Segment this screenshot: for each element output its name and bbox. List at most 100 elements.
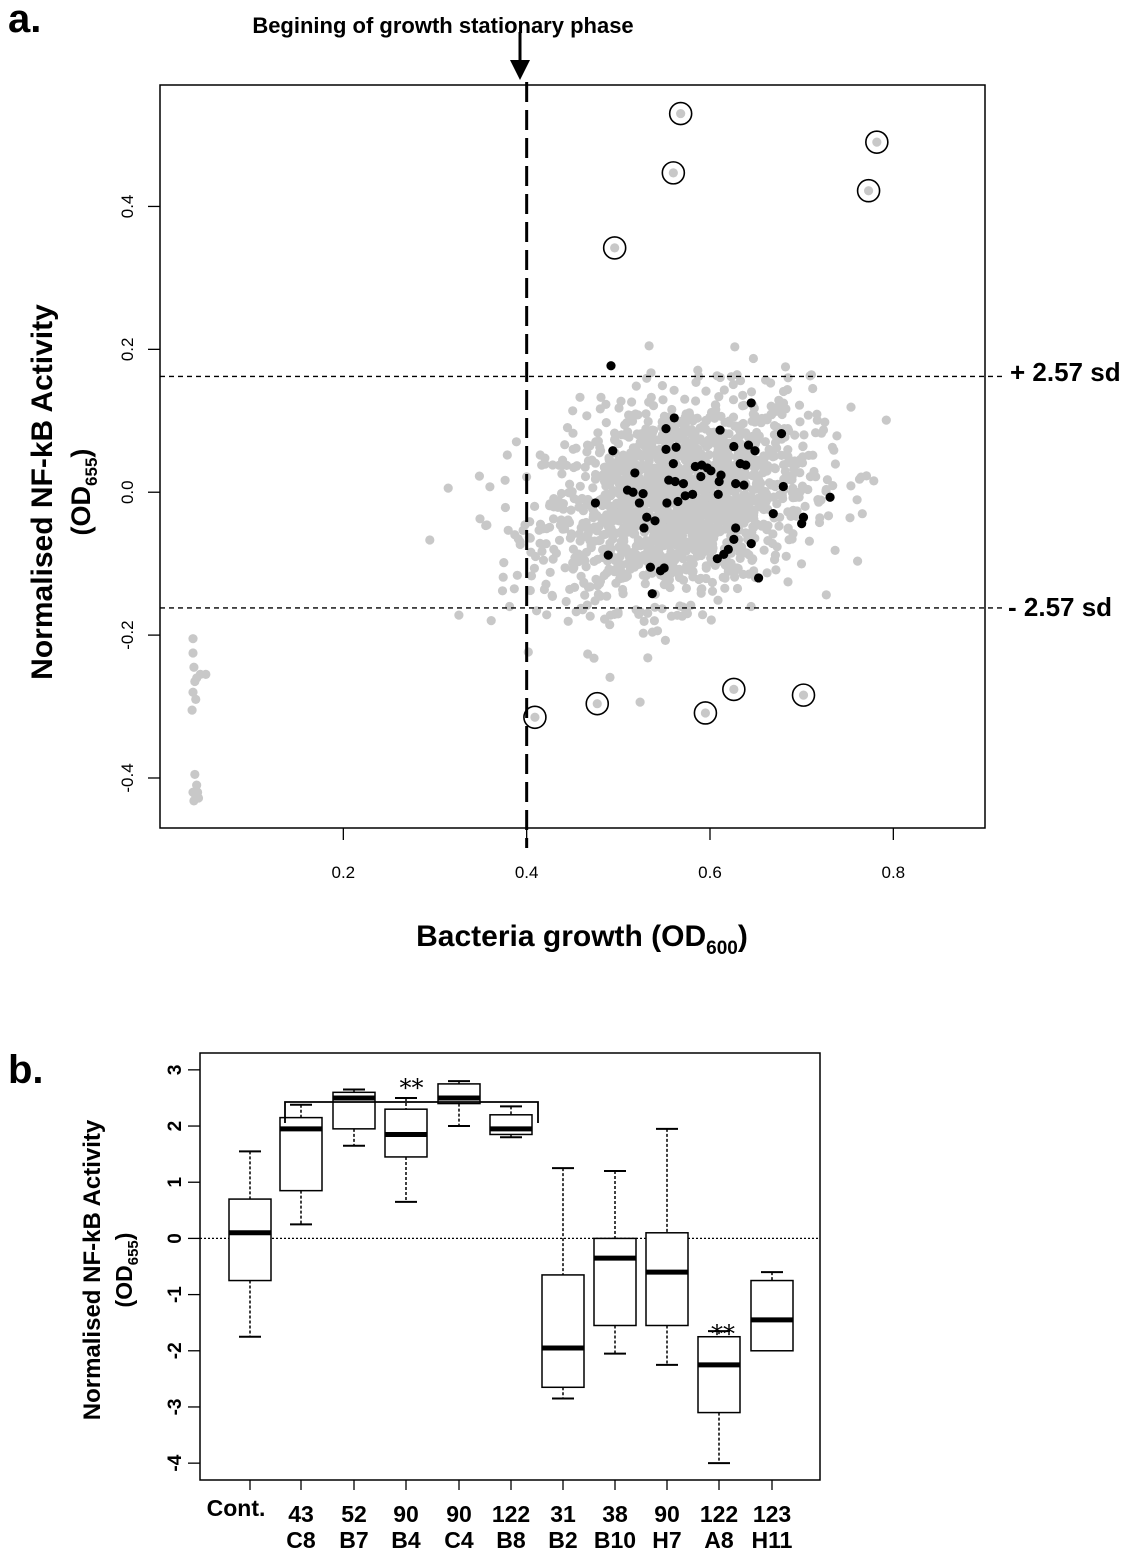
cluster-point (188, 648, 198, 658)
gray-point (535, 519, 546, 529)
gray-point (580, 590, 590, 600)
y-axis-b: -4 -3 -2 -1 0 1 2 3 (165, 1065, 200, 1472)
circled-point-ring (668, 101, 693, 126)
gray-point (601, 418, 611, 428)
gray-point (845, 513, 855, 523)
gray-point (618, 450, 628, 460)
gray-point (600, 614, 610, 624)
category-label-line1: 43 (288, 1501, 314, 1527)
gray-point (762, 568, 772, 578)
gray-point (688, 414, 699, 424)
gray-point (735, 376, 746, 386)
gray-point (622, 463, 632, 473)
gray-point (590, 596, 600, 606)
gray-point (744, 569, 754, 579)
cluster-point (192, 780, 202, 790)
gray-point (601, 510, 612, 520)
black-point (778, 481, 788, 492)
cluster-point (188, 634, 198, 644)
gray-point (567, 530, 577, 541)
gray-point (638, 628, 648, 638)
gray-point (738, 390, 748, 400)
x-axis-a: 0.2 0.4 0.6 0.8 (332, 828, 905, 882)
gray-point (509, 584, 519, 594)
gray-point (733, 435, 743, 445)
gray-point (675, 566, 685, 576)
boxplots-layer (228, 1080, 794, 1465)
gray-point (728, 379, 738, 390)
gray-point (614, 403, 624, 413)
gray-point (594, 521, 604, 531)
gray-point (548, 514, 559, 524)
gray-point (574, 549, 584, 559)
black-point (650, 516, 660, 526)
category-label-line2: B8 (496, 1527, 526, 1552)
gray-point (568, 564, 578, 574)
gray-point (658, 395, 668, 405)
y-tick-label-b: -3 (165, 1399, 186, 1416)
gray-point (701, 386, 711, 396)
category-label-line2: A8 (704, 1527, 734, 1552)
cluster-point (192, 787, 203, 797)
gray-point (707, 586, 718, 596)
gray-point (568, 406, 578, 416)
category-label-line1: 123 (753, 1501, 791, 1527)
boxplot (593, 1169, 637, 1355)
gray-point (774, 521, 784, 531)
gray-point (776, 399, 786, 409)
gray-point (497, 586, 508, 596)
black-point (797, 519, 807, 529)
gray-point (746, 387, 757, 397)
gray-point (594, 448, 605, 458)
category-label-line2: B10 (594, 1527, 636, 1552)
gray-point (556, 488, 567, 499)
gray-point (704, 450, 714, 460)
boxplot (332, 1088, 376, 1147)
gray-point (547, 590, 557, 601)
gray-point (582, 447, 592, 457)
black-point (638, 489, 648, 499)
gray-point (741, 498, 751, 508)
gray-point (820, 417, 830, 427)
gray-point (678, 543, 689, 554)
gray-point (575, 392, 585, 402)
gray-point (681, 583, 692, 594)
y-tick-label-a: -0.2 (118, 620, 137, 649)
black-point (669, 413, 679, 423)
gray-point (672, 429, 683, 439)
gray-point (579, 578, 589, 588)
category-label-line2: B4 (391, 1527, 421, 1552)
circled-point (863, 186, 874, 196)
gray-point (704, 516, 714, 527)
gray-point (526, 571, 537, 581)
y-axis-title-b-close: ) (111, 1233, 137, 1241)
gray-point (589, 653, 599, 663)
gray-point (748, 409, 758, 419)
gray-point (560, 440, 570, 450)
gray-point (475, 514, 485, 524)
gray-point (852, 495, 862, 505)
gray-point (713, 514, 723, 525)
black-point (670, 476, 680, 487)
gray-point (846, 402, 856, 412)
gray-point (443, 483, 453, 493)
y-axis-title-a-sub: 655 (82, 458, 101, 486)
gray-point (643, 608, 653, 618)
gray-point (499, 558, 509, 568)
gray-point (730, 487, 740, 497)
gray-point (832, 431, 842, 441)
gray-point (794, 400, 805, 410)
circled-point (530, 712, 540, 722)
category-label-line1: 122 (700, 1501, 738, 1527)
y-axis-title-b-line1: Normalised NF-kB Activity (79, 1119, 106, 1420)
gray-point (575, 481, 585, 491)
gray-point (631, 381, 641, 391)
gray-point (715, 372, 725, 383)
boxplot (384, 1096, 428, 1203)
gray-point (698, 538, 708, 548)
black-point (741, 460, 751, 470)
gray-point (733, 448, 743, 458)
black-point (714, 476, 724, 487)
gray-point (646, 447, 656, 457)
gray-point (685, 554, 695, 564)
